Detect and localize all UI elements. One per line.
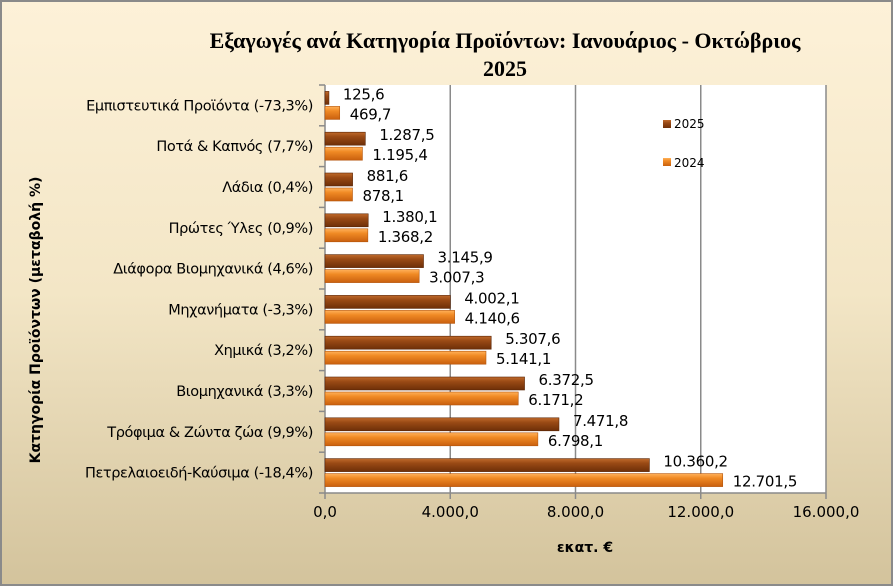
data-label-2024: 12.701,5 [733,473,797,491]
bar-2024 [324,106,341,120]
bar-2025 [324,295,451,309]
bar-2024 [324,350,487,365]
bar-2024 [324,432,539,447]
bar-2025 [324,335,492,350]
data-label-2025: 1.287,5 [379,126,434,144]
bar-2025 [324,172,353,187]
data-label-2025: 881,6 [367,167,408,185]
data-label-2024: 5.141,1 [496,350,551,368]
legend-label-2024: 2024 [674,156,705,170]
data-label-2025: 7.471,8 [573,412,628,430]
bar-2024 [324,310,455,324]
category-label: Βιομηχανικά (3,3%) [176,384,313,400]
legend-swatch-2025 [663,120,671,128]
bar-2025 [324,131,366,146]
legend: 2025 2024 [663,117,705,170]
category-label: Χημικά (3,2%) [214,343,313,359]
category-label: Πρώτες Ύλες (0,9%) [169,221,313,237]
data-label-2024: 4.140,6 [465,309,520,327]
legend-swatch-2024 [663,158,671,166]
category-label: Λάδια (0,4%) [222,180,313,196]
bar-2025 [324,254,424,268]
data-label-2025: 10.360,2 [663,453,727,471]
x-tick-label: 16.000,0 [793,503,860,521]
data-label-2025: 4.002,1 [464,289,519,307]
data-label-2024: 1.368,2 [378,228,433,246]
bar-2024 [324,391,519,406]
chart-title-line-1: Εξαγωγές ανά Κατηγορία Προϊόντων: Ιανουά… [210,28,802,53]
data-label-2024: 878,1 [362,187,403,205]
x-tick-label: 8.000,0 [547,503,604,521]
bar-2024 [324,269,420,283]
bar-2024 [324,187,353,202]
category-label: Ποτά & Καπνός (7,7%) [156,139,313,155]
x-tick-label: 0,0 [313,503,337,521]
category-label: Εμπιστευτικά Προϊόντα (-73,3%) [86,98,313,114]
data-label-2024: 6.798,1 [548,432,603,450]
y-axis-title: Κατηγορία Προϊόντων (μεταβολή %) [28,177,44,464]
x-tick-label: 12.000,0 [667,503,734,521]
x-axis-title: εκατ. € [557,540,613,556]
data-label-2025: 6.372,5 [539,371,594,389]
data-label-2024: 1.195,4 [372,146,427,164]
bar-2025 [324,91,330,105]
bar-2025 [324,417,560,432]
x-tick-label: 4.000,0 [422,503,479,521]
bar-2025 [324,376,525,391]
data-label-2025: 5.307,6 [505,330,560,348]
legend-label-2025: 2025 [674,117,705,131]
category-label: Μηχανήματα (-3,3%) [168,302,313,318]
bar-2024 [324,146,363,161]
chart-title-line-2: 2025 [483,56,527,81]
category-label: Πετρελαιοειδή-Καύσιμα (-18,4%) [85,466,313,482]
bar-2025 [324,458,650,472]
data-label-2025: 1.380,1 [382,208,437,226]
category-label: Τρόφιμα & Ζώντα ζώα (9,9%) [106,425,313,441]
data-label-2024: 469,7 [350,105,391,123]
category-label: Διάφορα Βιομηχανικά (4,6%) [113,262,313,278]
data-label-2024: 6.171,2 [528,391,583,409]
bar-2024 [324,473,724,487]
data-label-2025: 125,6 [343,85,384,103]
bar-2024 [324,228,369,243]
data-label-2025: 3.145,9 [438,249,493,267]
data-label-2024: 3.007,3 [429,269,484,287]
bar-2025 [324,213,369,228]
